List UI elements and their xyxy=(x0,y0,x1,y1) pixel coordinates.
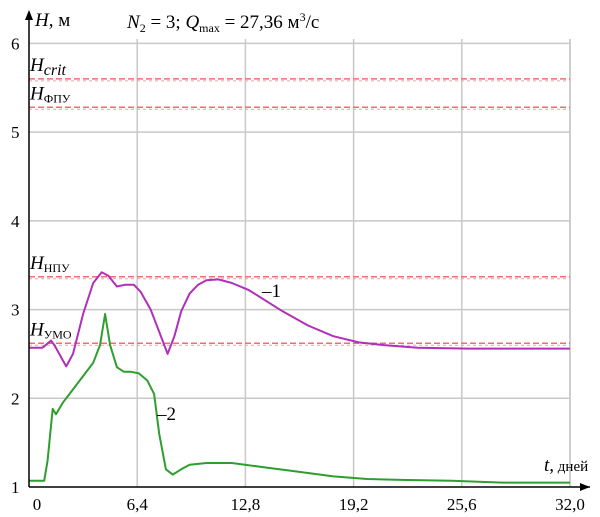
y-axis-label: H, м xyxy=(34,10,70,31)
chart-title: N2 = 3; Qmax = 27,36 м3/с xyxy=(126,10,319,35)
y-tick-label: 5 xyxy=(11,123,20,142)
reference-label: HФПУ xyxy=(29,83,71,105)
tick-labels: 0 6,4 12,8 19,2 25,6 32,0 1 2 3 4 5 6 xyxy=(11,34,585,514)
reference-label: HНПУ xyxy=(29,253,70,275)
series-group xyxy=(29,271,570,484)
series-label-2: –2 xyxy=(156,404,176,425)
series-label-1: –1 xyxy=(261,281,281,302)
y-tick-label: 6 xyxy=(11,34,20,53)
y-tick-label: 4 xyxy=(11,212,20,231)
x-tick-label: 0 xyxy=(33,495,42,514)
x-tick-label: 12,8 xyxy=(231,495,261,514)
reference-label: HУМО xyxy=(29,319,72,341)
ref-labels: Hcrit HФПУ HНПУ HУМО xyxy=(29,55,72,341)
y-tick-label: 1 xyxy=(11,478,20,497)
y-axis-arrow xyxy=(25,10,33,20)
y-tick-label: 3 xyxy=(11,301,20,320)
x-tick-label: 32,0 xyxy=(555,495,585,514)
reference-lines xyxy=(29,78,570,346)
series-line-2 xyxy=(29,313,570,484)
y-tick-label: 2 xyxy=(11,389,20,408)
series-line-1 xyxy=(29,271,570,368)
x-tick-label: 6,4 xyxy=(127,495,149,514)
x-tick-label: 19,2 xyxy=(339,495,369,514)
x-axis-arrow xyxy=(580,483,590,491)
x-tick-label: 25,6 xyxy=(447,495,477,514)
x-axis-label: t, дней xyxy=(544,455,588,476)
axes xyxy=(25,10,590,491)
reference-label: Hcrit xyxy=(29,55,67,79)
grid xyxy=(29,39,571,487)
